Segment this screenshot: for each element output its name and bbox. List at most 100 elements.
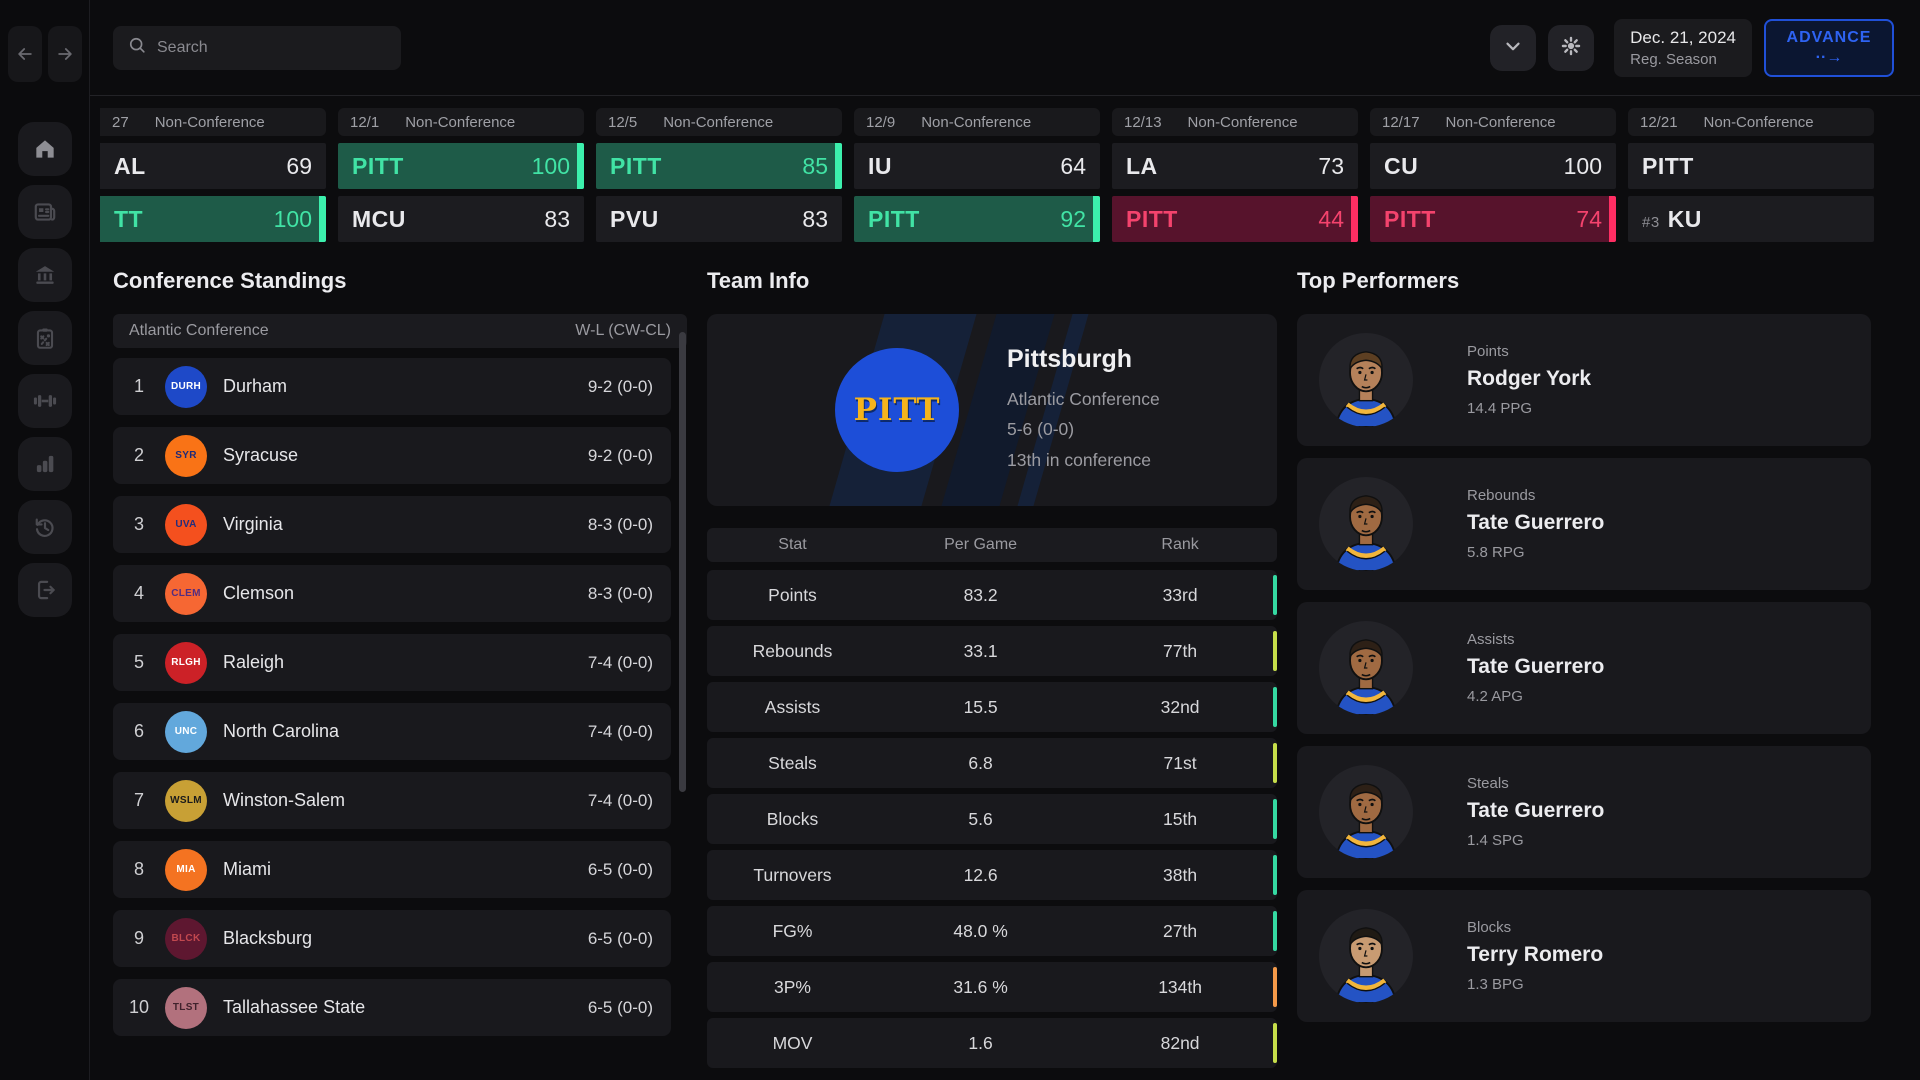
game-date-chip: 12/13 Non-Conference	[1112, 108, 1358, 136]
conference-standings-panel: Conference Standings Atlantic Conference…	[113, 268, 687, 1074]
stat-name: Steals	[768, 752, 817, 773]
sidebar-item-history[interactable]	[17, 500, 72, 554]
score-card[interactable]: 12/5 Non-Conference PITT 85 PVU 83	[596, 108, 842, 242]
dumbbell-icon	[31, 387, 59, 415]
score-card[interactable]: 12/17 Non-Conference CU 100 PITT 74	[1370, 108, 1616, 242]
team-score: 92	[1060, 205, 1086, 232]
standings-row[interactable]: 1 DURH Durham 9-2 (0-0)	[113, 358, 671, 415]
performer-category: Steals	[1467, 775, 1509, 792]
score-row: #3 KU	[1628, 196, 1874, 242]
performer-card[interactable]: Points Rodger York 14.4 PPG	[1297, 314, 1871, 446]
score-card[interactable]: 27 Non-Conference AL 69 TT 100	[100, 108, 326, 242]
score-row: PITT 44	[1112, 196, 1358, 242]
score-card[interactable]: 12/1 Non-Conference PITT 100 MCU 83	[338, 108, 584, 242]
rank-indicator-bar	[1273, 743, 1277, 783]
team-score: 83	[544, 205, 570, 232]
team-record: 5-6 (0-0)	[1007, 419, 1075, 440]
team-hero-info: Pittsburgh Atlantic Conference 5-6 (0-0)…	[1007, 345, 1160, 474]
sidebar-item-exit[interactable]	[17, 563, 72, 617]
team-name: Blacksburg	[223, 928, 313, 948]
standings-header-record: W-L (CW-CL)	[575, 322, 671, 339]
gear-icon	[1560, 35, 1582, 60]
stats-header-stat: Stat	[778, 536, 807, 553]
advance-button[interactable]: ADVANCE ··→	[1764, 18, 1894, 77]
performer-card[interactable]: Rebounds Tate Guerrero 5.8 RPG	[1297, 458, 1871, 590]
team-logo-pitt: PITT	[835, 348, 959, 472]
tactics-clipboard-icon	[32, 325, 58, 351]
nav-history-buttons	[7, 26, 82, 82]
recent-games-ribbon: 27 Non-Conference AL 69 TT 100 12/1 Non-…	[90, 96, 1920, 242]
performer-text: Blocks Terry Romero 1.3 BPG	[1467, 919, 1603, 993]
current-date: Dec. 21, 2024	[1630, 27, 1736, 47]
performer-text: Steals Tate Guerrero 1.4 SPG	[1467, 775, 1604, 849]
game-date: 12/1	[350, 113, 380, 131]
standings-row[interactable]: 9 BLCK Blacksburg 6-5 (0-0)	[113, 910, 671, 967]
performer-card[interactable]: Steals Tate Guerrero 1.4 SPG	[1297, 746, 1871, 878]
sidebar-item-tactics-clipboard[interactable]	[17, 311, 72, 365]
performer-stat: 1.4 SPG	[1467, 832, 1524, 849]
standings-rank: 5	[133, 652, 144, 672]
history-icon	[32, 514, 58, 540]
performer-text: Points Rodger York 14.4 PPG	[1467, 343, 1591, 417]
forward-arrow-button[interactable]	[47, 26, 82, 82]
team-abbr: CU	[1384, 152, 1419, 179]
score-card[interactable]: 12/21 Non-Conference PITT #3 KU	[1628, 108, 1874, 242]
team-conference: Atlantic Conference	[1007, 389, 1160, 410]
back-arrow-button[interactable]	[7, 26, 42, 82]
search-input[interactable]	[157, 38, 387, 57]
team-logo: DURH	[165, 365, 207, 408]
stat-value: 1.6	[968, 1032, 993, 1053]
sidebar-item-dumbbell[interactable]	[17, 374, 72, 428]
team-record: 7-4 (0-0)	[587, 721, 653, 741]
dashboard-panels: Conference Standings Atlantic Conference…	[90, 242, 1920, 1074]
standings-row[interactable]: 4 CLEM Clemson 8-3 (0-0)	[113, 565, 671, 622]
collapse-button[interactable]	[1490, 24, 1537, 71]
standings-row[interactable]: 2 SYR Syracuse 9-2 (0-0)	[113, 427, 671, 484]
score-card[interactable]: 12/13 Non-Conference LA 73 PITT 44	[1112, 108, 1358, 242]
performer-card[interactable]: Blocks Terry Romero 1.3 BPG	[1297, 890, 1871, 1022]
bar-chart-icon	[32, 451, 58, 477]
team-abbr: PVU	[610, 205, 659, 232]
stat-rank: 33rd	[1162, 584, 1198, 605]
standings-header: Atlantic Conference W-L (CW-CL)	[113, 314, 687, 348]
standings-row[interactable]: 7 WSLM Winston-Salem 7-4 (0-0)	[113, 772, 671, 829]
standings-row[interactable]: 6 UNC North Carolina 7-4 (0-0)	[113, 703, 671, 760]
settings-button[interactable]	[1548, 24, 1595, 71]
stat-rank: 82nd	[1160, 1032, 1200, 1053]
stat-row: MOV 1.6 82nd	[707, 1018, 1277, 1068]
search-box[interactable]	[113, 25, 401, 70]
score-row: PVU 83	[596, 196, 842, 242]
standings-row[interactable]: 3 UVA Virginia 8-3 (0-0)	[113, 496, 671, 553]
stat-rank: 134th	[1158, 976, 1202, 997]
performer-name: Tate Guerrero	[1467, 799, 1605, 822]
team-record: 8-3 (0-0)	[587, 514, 653, 534]
top-performers-panel: Top Performers Points Rodger York 14.4 P…	[1297, 268, 1871, 1074]
score-card[interactable]: 12/9 Non-Conference IU 64 PITT 92	[854, 108, 1100, 242]
sidebar-item-bar-chart[interactable]	[17, 437, 72, 491]
team-abbr: PITT	[610, 152, 662, 179]
game-type: Non-Conference	[663, 113, 774, 131]
sidebar-item-home[interactable]	[17, 122, 72, 176]
game-date-chip: 12/21 Non-Conference	[1628, 108, 1874, 136]
sidebar-item-news[interactable]	[17, 185, 72, 239]
stat-rank: 77th	[1163, 640, 1198, 661]
sidebar-item-institution[interactable]	[17, 248, 72, 302]
stat-row: Points 83.2 33rd	[707, 570, 1277, 620]
team-logo: UNC	[165, 710, 207, 753]
stats-header-pergame: Per Game	[944, 536, 1018, 553]
stat-row: Blocks 5.6 15th	[707, 794, 1277, 844]
performer-stat: 14.4 PPG	[1467, 400, 1533, 417]
standings-row[interactable]: 10 TLST Tallahassee State 6-5 (0-0)	[113, 979, 671, 1036]
team-score: 85	[802, 152, 828, 179]
standings-row[interactable]: 5 RLGH Raleigh 7-4 (0-0)	[113, 634, 671, 691]
player-avatar	[1319, 477, 1413, 571]
stat-value: 83.2	[963, 584, 998, 605]
standings-rank: 3	[133, 514, 144, 534]
team-abbr: PITT	[352, 152, 404, 179]
standings-scrollbar-thumb[interactable]	[679, 332, 686, 793]
team-name: Pittsburgh	[1007, 345, 1132, 374]
performer-card[interactable]: Assists Tate Guerrero 4.2 APG	[1297, 602, 1871, 734]
score-row: TT 100	[100, 196, 326, 242]
player-avatar	[1319, 765, 1413, 859]
standings-row[interactable]: 8 MIA Miami 6-5 (0-0)	[113, 841, 671, 898]
